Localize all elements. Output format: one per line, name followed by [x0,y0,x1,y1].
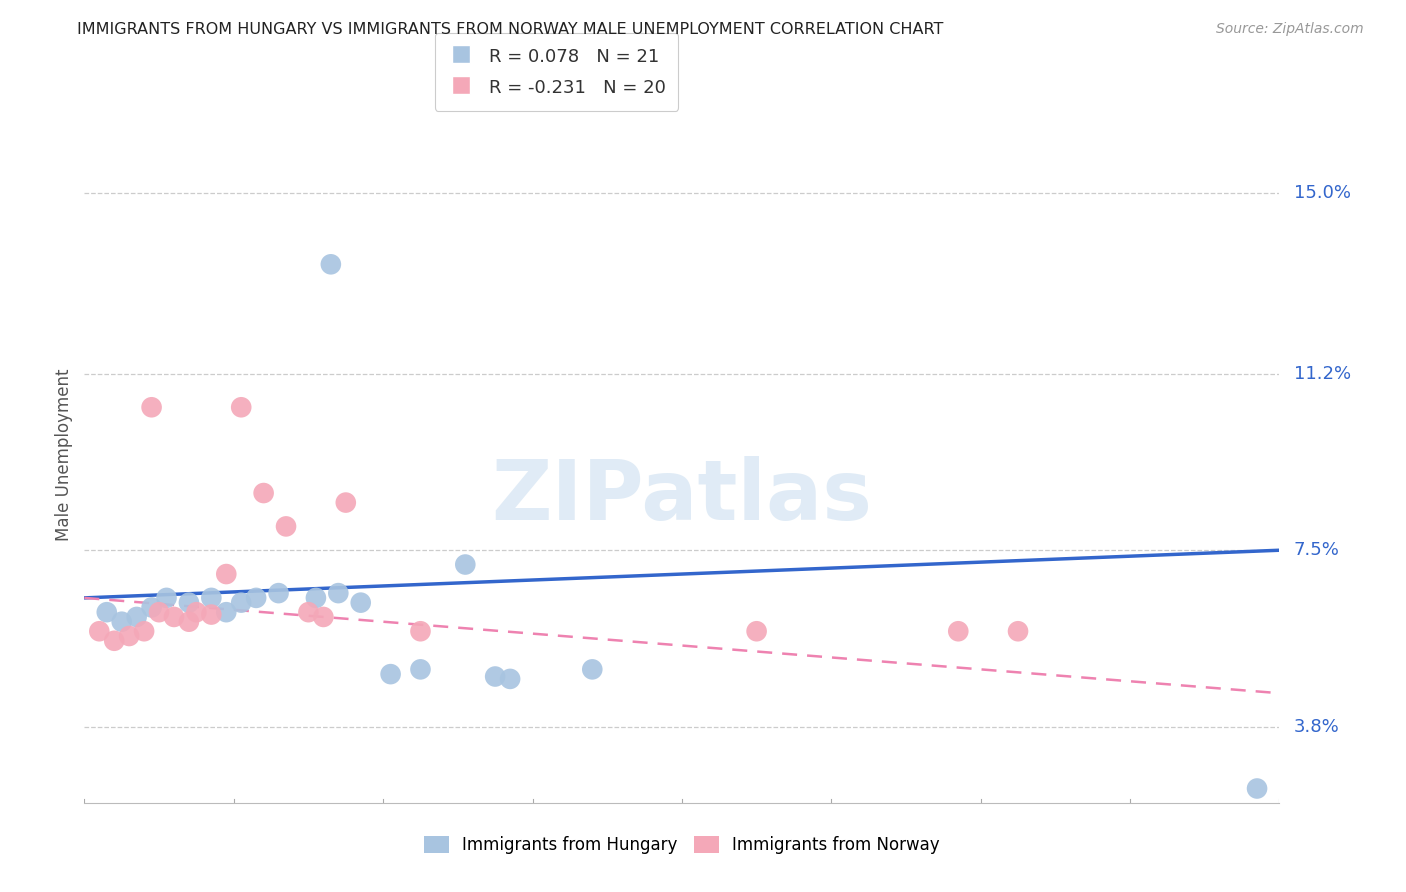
Point [132,624,156,639]
Point [409,662,432,676]
Point [454,558,477,572]
Point [1246,781,1268,796]
Point [118,629,141,643]
Point [253,486,276,500]
Text: IMMIGRANTS FROM HUNGARY VS IMMIGRANTS FROM NORWAY MALE UNEMPLOYMENT CORRELATION : IMMIGRANTS FROM HUNGARY VS IMMIGRANTS FR… [77,22,943,37]
Point [125,610,148,624]
Point [245,591,267,605]
Point [200,591,222,605]
Point [319,257,342,271]
Text: 3.8%: 3.8% [1294,717,1340,736]
Legend: Immigrants from Hungary, Immigrants from Norway: Immigrants from Hungary, Immigrants from… [418,829,946,861]
Point [305,591,328,605]
Point [328,586,350,600]
Point [380,667,402,681]
Point [231,401,253,415]
Point [350,596,373,610]
Point [1007,624,1029,639]
Point [215,567,238,582]
Point [297,605,319,619]
Point [312,610,335,624]
Point [177,596,200,610]
Y-axis label: Male Unemployment: Male Unemployment [55,368,73,541]
Text: ZIPatlas: ZIPatlas [492,456,872,537]
Point [948,624,970,639]
Point [335,495,357,509]
Point [267,586,290,600]
Point [484,669,506,683]
Point [215,605,238,619]
Point [581,662,603,676]
Point [200,607,222,622]
Point [409,624,432,639]
Point [141,401,163,415]
Point [745,624,768,639]
Point [231,596,253,610]
Point [103,633,125,648]
Point [274,519,297,533]
Text: 11.2%: 11.2% [1294,365,1351,383]
Point [163,610,186,624]
Point [148,605,170,619]
Text: 7.5%: 7.5% [1294,541,1340,559]
Point [89,624,111,639]
Point [96,605,118,619]
Point [155,591,177,605]
Point [186,605,208,619]
Point [499,672,522,686]
Text: Source: ZipAtlas.com: Source: ZipAtlas.com [1216,22,1364,37]
Text: 15.0%: 15.0% [1294,184,1351,202]
Point [141,600,163,615]
Point [177,615,200,629]
Point [111,615,134,629]
